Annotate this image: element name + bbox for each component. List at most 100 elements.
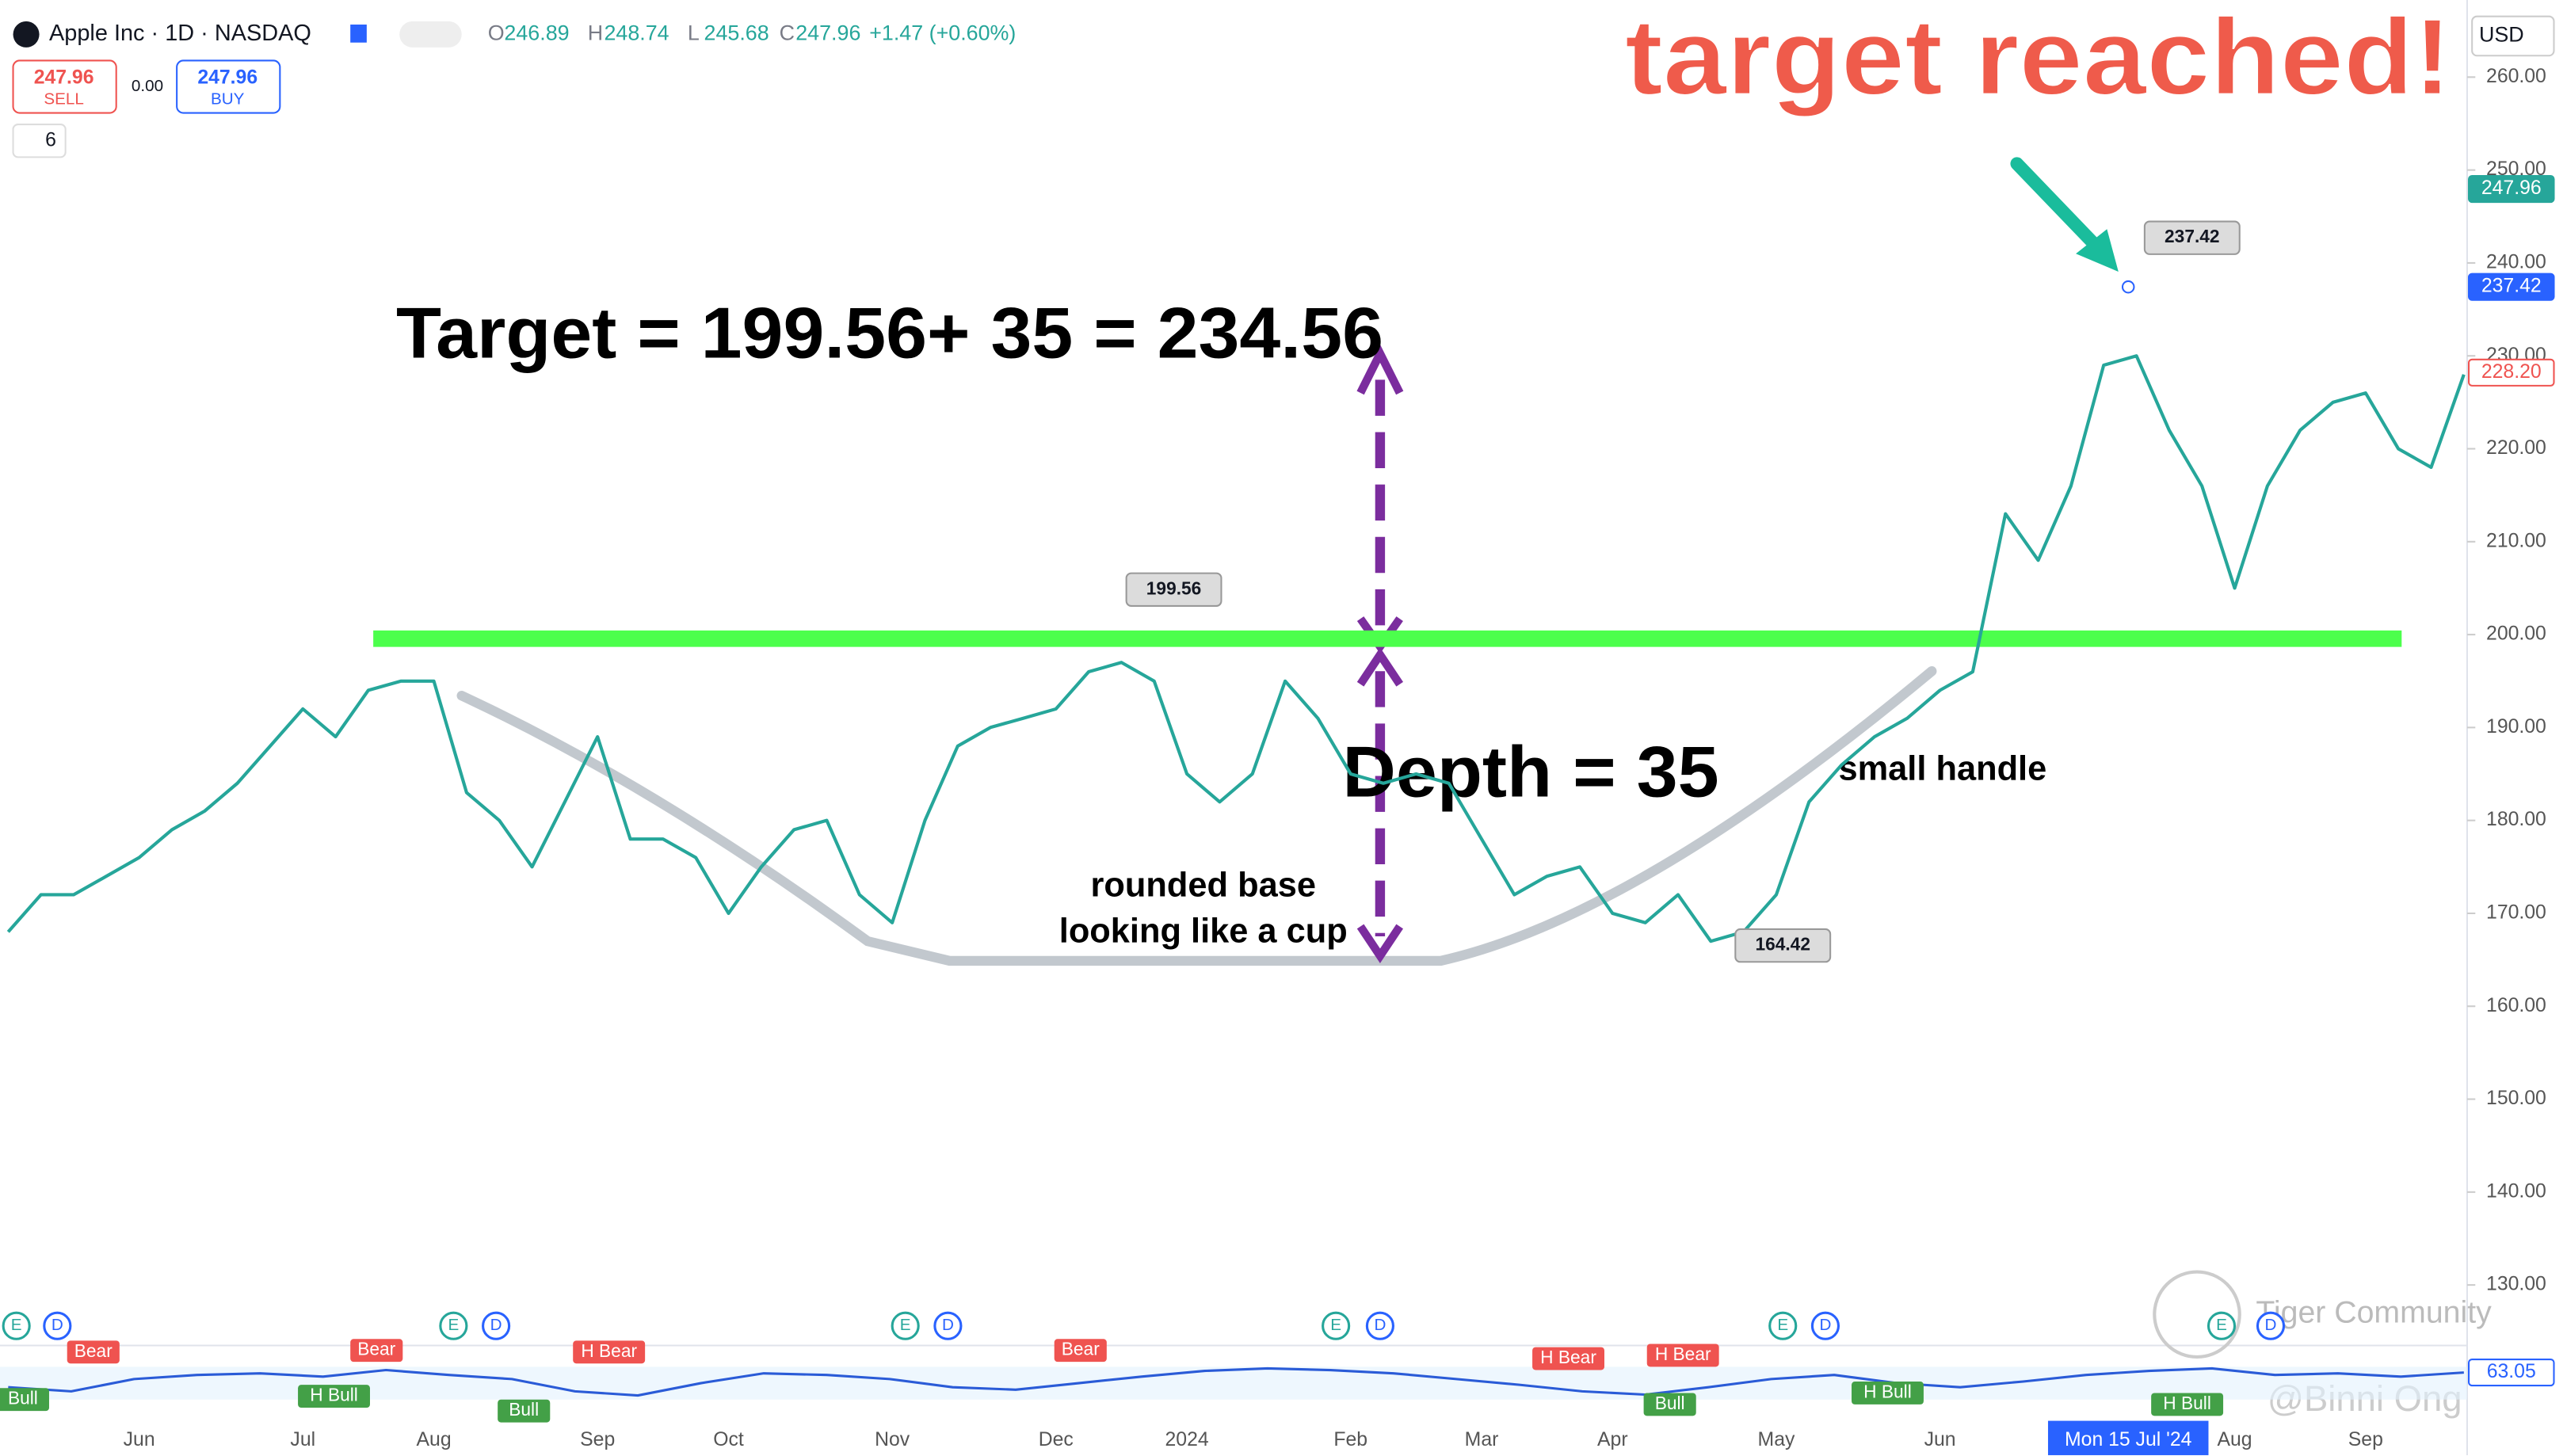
y-tick-label: 170.00 — [2486, 902, 2546, 924]
event-earnings — [1322, 1311, 1351, 1340]
event-dividend — [933, 1311, 963, 1340]
peak-marker — [2121, 280, 2135, 294]
divergence-tag — [1646, 1344, 1719, 1367]
pointer-arrow — [2010, 157, 2106, 256]
event-dividend — [1365, 1311, 1394, 1340]
divergence-tag — [1643, 1393, 1696, 1416]
divergence-label: H Bear — [581, 1340, 637, 1361]
ohlc-letter: H — [588, 21, 603, 44]
ohlc-value: 246.89 — [504, 21, 569, 44]
watermark-logo — [2153, 1270, 2241, 1359]
y-tick-label: 200.00 — [2486, 623, 2546, 645]
price-tag — [2467, 358, 2555, 387]
divergence-label: H Bear — [1540, 1347, 1596, 1367]
ohlc-value: 247.96 — [795, 21, 860, 44]
buy-label[interactable]: BUY — [211, 90, 245, 109]
price-tag-label: 228.20 — [2481, 361, 2542, 383]
y-tick-label: 190.00 — [2486, 716, 2546, 738]
callout-label: 164.42 — [1755, 934, 1810, 955]
price-tag — [2467, 175, 2555, 204]
divergence-tag — [1852, 1381, 1924, 1405]
x-tick-label: Dec — [1039, 1429, 1074, 1450]
event-earnings — [1768, 1311, 1798, 1340]
depth-label: Depth = 35 — [1342, 733, 1718, 813]
crosshair-date: Mon 15 Jul '24 — [2065, 1429, 2192, 1450]
x-tick-label: Oct — [713, 1429, 744, 1450]
event-dividend — [2256, 1311, 2286, 1340]
flag-icon[interactable] — [350, 24, 367, 43]
x-tick-label: Feb — [1333, 1429, 1367, 1450]
callout-label: 199.56 — [1146, 577, 1202, 598]
price-line — [6, 354, 2466, 943]
depth-arrowheads — [1356, 647, 1404, 964]
divergence-tag — [498, 1399, 551, 1423]
x-tick-label: Jun — [1924, 1429, 1956, 1450]
divergence-label: Bull — [509, 1399, 539, 1420]
y-tick-label: 130.00 — [2486, 1274, 2546, 1295]
crosshair-date-box — [2047, 1420, 2209, 1455]
quantity[interactable]: 6 — [45, 129, 56, 151]
event-earnings-label: E — [900, 1316, 911, 1334]
indicator-pill[interactable] — [399, 21, 462, 48]
buy-button[interactable] — [176, 59, 281, 114]
event-earnings-label: E — [1777, 1316, 1788, 1334]
divergence-tag — [1054, 1339, 1107, 1363]
event-dividend-label: D — [51, 1316, 63, 1334]
event-dividend-label: D — [1374, 1316, 1386, 1334]
y-tick-label: 210.00 — [2486, 530, 2546, 551]
sell-price[interactable]: 247.96 — [34, 67, 94, 89]
y-tick-label: 260.00 — [2486, 66, 2546, 87]
spread: 0.00 — [132, 77, 163, 95]
price-tag-label: 237.42 — [2481, 276, 2542, 297]
ohlc-letter: C — [780, 21, 795, 44]
divergence-tag — [2151, 1393, 2224, 1416]
divergence-tag — [67, 1340, 120, 1364]
price-line — [8, 1366, 2464, 1397]
ohlc-letter: L — [688, 21, 700, 44]
callout-box — [1734, 928, 1832, 963]
y-tick-label: 220.00 — [2486, 437, 2546, 459]
y-tick-label: 150.00 — [2486, 1088, 2546, 1109]
currency-box[interactable] — [2471, 15, 2555, 57]
divergence-label: Bear — [1062, 1339, 1100, 1359]
event-dividend-label: D — [490, 1316, 502, 1334]
price-tag-label: 247.96 — [2481, 177, 2542, 199]
event-earnings — [439, 1311, 468, 1340]
ohlc-letter: O — [488, 21, 505, 44]
x-tick-label: Sep — [2348, 1429, 2383, 1450]
sell-label[interactable]: SELL — [44, 90, 84, 109]
x-tick-label: Aug — [417, 1429, 452, 1450]
quantity-box[interactable] — [12, 124, 67, 158]
x-tick-label: Jun — [124, 1429, 155, 1450]
divergence-tag — [573, 1340, 646, 1364]
divergence-tag — [350, 1339, 403, 1363]
pointer-arrowhead — [2076, 229, 2119, 273]
event-earnings — [2, 1311, 31, 1340]
sell-button[interactable] — [12, 59, 117, 114]
divergence-label: Bull — [1655, 1393, 1685, 1413]
y-tick-label: 160.00 — [2486, 995, 2546, 1016]
event-earnings-label: E — [11, 1316, 22, 1334]
divergence-tag — [298, 1385, 370, 1408]
ohlc-value: 245.68 — [704, 21, 769, 44]
x-tick-label: Apr — [1597, 1429, 1628, 1450]
event-dividend — [43, 1311, 72, 1340]
divergence-tag — [0, 1388, 49, 1412]
event-earnings — [891, 1311, 920, 1340]
divergence-label: Bear — [74, 1340, 113, 1361]
symbol-logo — [13, 21, 40, 48]
price-tag — [2467, 273, 2555, 301]
x-tick-label: Aug — [2217, 1429, 2252, 1450]
buy-price[interactable]: 247.96 — [197, 67, 257, 89]
x-tick-label: 2024 — [1165, 1429, 1209, 1450]
currency[interactable]: USD — [2479, 23, 2524, 47]
target-formula: Target = 199.56+ 35 = 234.56 — [396, 294, 1383, 374]
y-tick-label: 140.00 — [2486, 1180, 2546, 1202]
callout-label: 237.42 — [2165, 226, 2220, 246]
x-tick-label: Sep — [580, 1429, 615, 1450]
y-tick-label: 240.00 — [2486, 251, 2546, 273]
y-tick-label: 180.00 — [2486, 809, 2546, 830]
indicator-tag-label: 63.05 — [2487, 1361, 2536, 1382]
